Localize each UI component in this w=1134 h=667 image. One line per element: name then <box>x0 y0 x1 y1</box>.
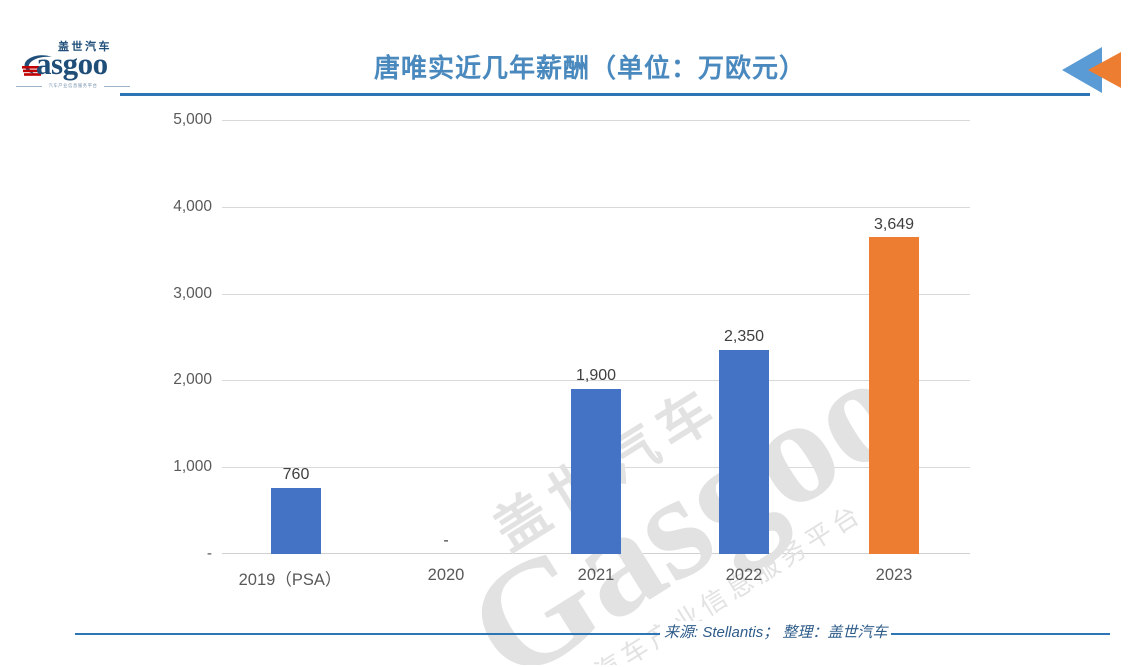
gridline-5000 <box>222 120 970 121</box>
x-label-2021: 2021 <box>577 566 615 584</box>
chart-plot-area: 盖世汽车 Gasgoo 汽车产业信息服务平台 760 - 1,900 2,350… <box>222 120 970 665</box>
page-title: 唐唯实近几年薪酬（单位：万欧元） <box>373 53 806 83</box>
bar-2021[interactable] <box>571 389 621 554</box>
bar-2019[interactable] <box>271 488 321 554</box>
bar-label-2023: 3,649 <box>873 216 915 233</box>
bar-label-2019: 760 <box>282 466 310 483</box>
y-tick-0: - <box>206 545 212 562</box>
logo-chinese-name: 盖世汽车 <box>58 41 112 53</box>
source-note: 来源: Stellantis； 整理：盖世汽车 <box>660 621 892 642</box>
bar-label-2022: 2,350 <box>723 328 765 345</box>
footer-divider <box>75 633 1110 635</box>
gasgoo-logo: 盖世汽车 asgoo 汽车产业信息服务平台 <box>14 38 132 96</box>
logo-tagline-rule-left <box>16 85 42 87</box>
logo-wordmark: asgoo <box>36 46 108 81</box>
logo-tagline-rule-right <box>104 85 130 87</box>
x-label-2020: 2020 <box>427 566 465 584</box>
decorative-triangles-icon <box>1062 47 1121 93</box>
y-tick-2000: 2,000 <box>173 371 212 389</box>
bar-label-2020: - <box>443 532 449 549</box>
y-tick-1000: 1,000 <box>173 458 212 476</box>
logo-tagline: 汽车产业信息服务平台 <box>48 83 98 88</box>
bar-2022[interactable] <box>719 350 769 554</box>
y-tick-4000: 4,000 <box>173 197 212 215</box>
x-label-2023: 2023 <box>875 566 913 584</box>
svg-text:Gasgoo: Gasgoo <box>477 335 877 665</box>
gasgoo-watermark: 盖世汽车 Gasgoo 汽车产业信息服务平台 <box>477 335 877 665</box>
y-tick-5000: 5,000 <box>173 111 212 128</box>
gridline-3000 <box>222 293 970 295</box>
gridline-2000 <box>222 380 970 382</box>
x-label-2022: 2022 <box>725 566 763 584</box>
header-divider <box>120 93 1090 96</box>
x-label-2019: 2019（PSA） <box>238 571 342 589</box>
bar-label-2021: 1,900 <box>575 367 617 384</box>
logo-swoosh-icon <box>22 55 52 76</box>
gridline-4000 <box>222 206 970 208</box>
bar-2023[interactable] <box>869 237 919 554</box>
y-tick-3000: 3,000 <box>173 284 212 302</box>
y-axis-labels: - 1,000 2,000 3,000 4,000 5,000 <box>140 111 212 562</box>
